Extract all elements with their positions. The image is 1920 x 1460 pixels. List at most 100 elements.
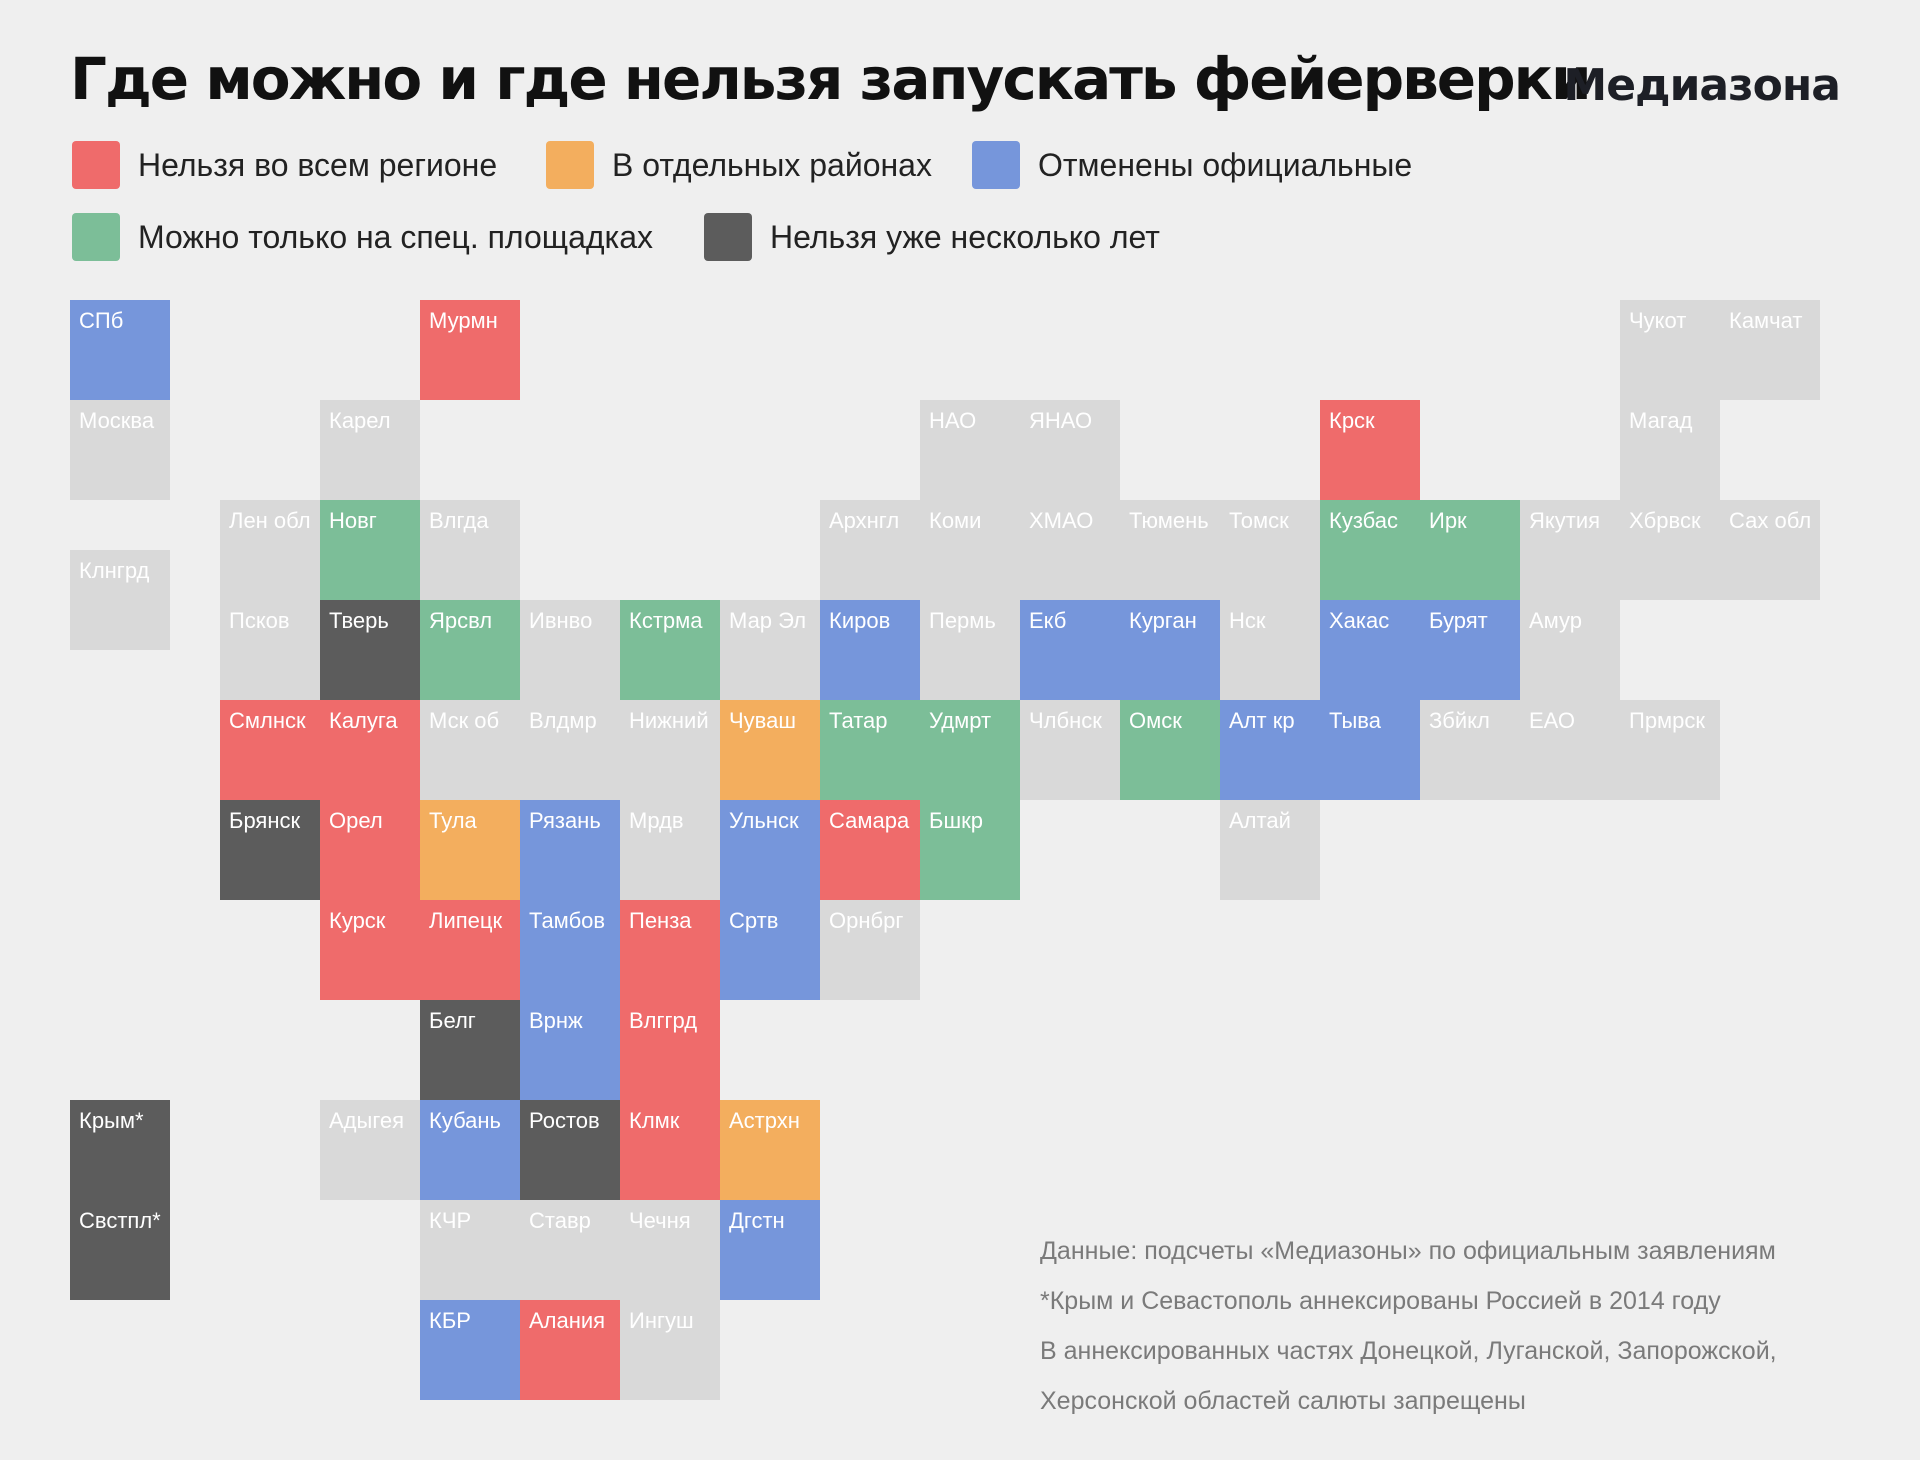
region-tile: Орел (320, 800, 420, 900)
region-tile: Магад (1620, 400, 1720, 500)
region-tile: Бшкр (920, 800, 1020, 900)
region-tile: Ростов (520, 1100, 620, 1200)
region-tile: Мар Эл (720, 600, 820, 700)
region-tile: Адыгея (320, 1100, 420, 1200)
region-tile: Члбнск (1020, 700, 1120, 800)
region-tile: Хакас (1320, 600, 1420, 700)
region-tile: Ярсвл (420, 600, 520, 700)
region-tile: Нижний (620, 700, 720, 800)
region-tile: Прмрск (1620, 700, 1720, 800)
region-tile: Ирк (1420, 500, 1520, 600)
region-tile: Смлнск (220, 700, 320, 800)
region-tile: Тверь (320, 600, 420, 700)
region-tile: Крск (1320, 400, 1420, 500)
region-tile: Самара (820, 800, 920, 900)
region-tile: КЧР (420, 1200, 520, 1300)
region-tile: Новг (320, 500, 420, 600)
region-tile: Псков (220, 600, 320, 700)
footnotes: Данные: подсчеты «Медиазоны» по официаль… (1040, 1226, 1900, 1426)
region-tile: Омск (1120, 700, 1220, 800)
region-tile: Карел (320, 400, 420, 500)
legend-label: Отменены официальные (1038, 146, 1413, 183)
region-tile: Ивнво (520, 600, 620, 700)
region-tile: Влггрд (620, 1000, 720, 1100)
region-tile: Ульнск (720, 800, 820, 900)
region-tile: Свстпл* (70, 1200, 170, 1300)
region-tile: Архнгл (820, 500, 920, 600)
region-tile: Астрхн (720, 1100, 820, 1200)
brand-logo: Медиазона (1563, 60, 1841, 111)
region-tile: Мск об (420, 700, 520, 800)
region-tile: ЕАО (1520, 700, 1620, 800)
region-tile: Татар (820, 700, 920, 800)
region-tile: Дгстн (720, 1200, 820, 1300)
region-tile: КБР (420, 1300, 520, 1400)
region-tile: Кстрма (620, 600, 720, 700)
source-note: Данные: подсчеты «Медиазоны» по официаль… (1040, 1237, 1776, 1265)
region-tile: Клнгрд (70, 550, 170, 650)
region-tile: Кубань (420, 1100, 520, 1200)
region-tile: Алания (520, 1300, 620, 1400)
legend-swatch (72, 141, 120, 189)
legend: Нельзя во всем регионе В отдельных района… (72, 140, 1872, 270)
legend-label: В отдельных районах (612, 146, 932, 183)
region-tile: Екб (1020, 600, 1120, 700)
region-tile: Камчат (1720, 300, 1820, 400)
region-tile: Тюмень (1120, 500, 1220, 600)
region-tile: СПб (70, 300, 170, 400)
legend-item-red: Нельзя во всем регионе (72, 140, 497, 190)
region-tile: Коми (920, 500, 1020, 600)
region-tile: Томск (1220, 500, 1320, 600)
region-tile: Амур (1520, 600, 1620, 700)
legend-label: Нельзя во всем регионе (138, 146, 498, 183)
legend-label: Можно только на спец. площадках (138, 218, 654, 255)
region-tile: Тыва (1320, 700, 1420, 800)
region-tile: Хбрвск (1620, 500, 1720, 600)
region-tile: ЯНАО (1020, 400, 1120, 500)
region-tile: Липецк (420, 900, 520, 1000)
region-tile: Влгда (420, 500, 520, 600)
region-tile: Киров (820, 600, 920, 700)
region-tile: Белг (420, 1000, 520, 1100)
region-tile: Чукот (1620, 300, 1720, 400)
annexed-note-line-2: Херсонской областей салюты запрещены (1040, 1387, 1526, 1415)
region-tile: Збйкл (1420, 700, 1520, 800)
region-tile: Ставр (520, 1200, 620, 1300)
region-tile: Тамбов (520, 900, 620, 1000)
region-tile: Москва (70, 400, 170, 500)
region-tile: Калуга (320, 700, 420, 800)
legend-item-blue: Отменены официальные (972, 140, 1412, 190)
region-tile: Курган (1120, 600, 1220, 700)
region-tile: Пенза (620, 900, 720, 1000)
region-tile: Якутия (1520, 500, 1620, 600)
region-tile: Алт кр (1220, 700, 1320, 800)
annexed-note-line-1: В аннексированных частях Донецкой, Луган… (1040, 1337, 1777, 1365)
region-tile: Кузбас (1320, 500, 1420, 600)
region-tile: Сах обл (1720, 500, 1820, 600)
legend-item-green: Можно только на спец. площадках (72, 212, 653, 262)
region-tile: Удмрт (920, 700, 1020, 800)
legend-swatch (546, 141, 594, 189)
region-tile: Орнбрг (820, 900, 920, 1000)
region-tile: Пермь (920, 600, 1020, 700)
region-tile: Бурят (1420, 600, 1520, 700)
region-tile: Влдмр (520, 700, 620, 800)
region-tile: Клмк (620, 1100, 720, 1200)
legend-swatch (972, 141, 1020, 189)
region-tile: Брянск (220, 800, 320, 900)
legend-swatch (72, 213, 120, 261)
region-tile: Сртв (720, 900, 820, 1000)
crimea-note: *Крым и Севастополь аннексированы Россие… (1040, 1287, 1721, 1315)
region-tile: Врнж (520, 1000, 620, 1100)
region-tile: Лен обл (220, 500, 320, 600)
region-tile: Рязань (520, 800, 620, 900)
region-tile: Чечня (620, 1200, 720, 1300)
region-tile: Нск (1220, 600, 1320, 700)
region-tile: Тула (420, 800, 520, 900)
region-tile: Крым* (70, 1100, 170, 1200)
legend-item-dark: Нельзя уже несколько лет (704, 212, 1160, 262)
region-tile: Мрдв (620, 800, 720, 900)
region-tile: Алтай (1220, 800, 1320, 900)
legend-label: Нельзя уже несколько лет (770, 218, 1160, 255)
